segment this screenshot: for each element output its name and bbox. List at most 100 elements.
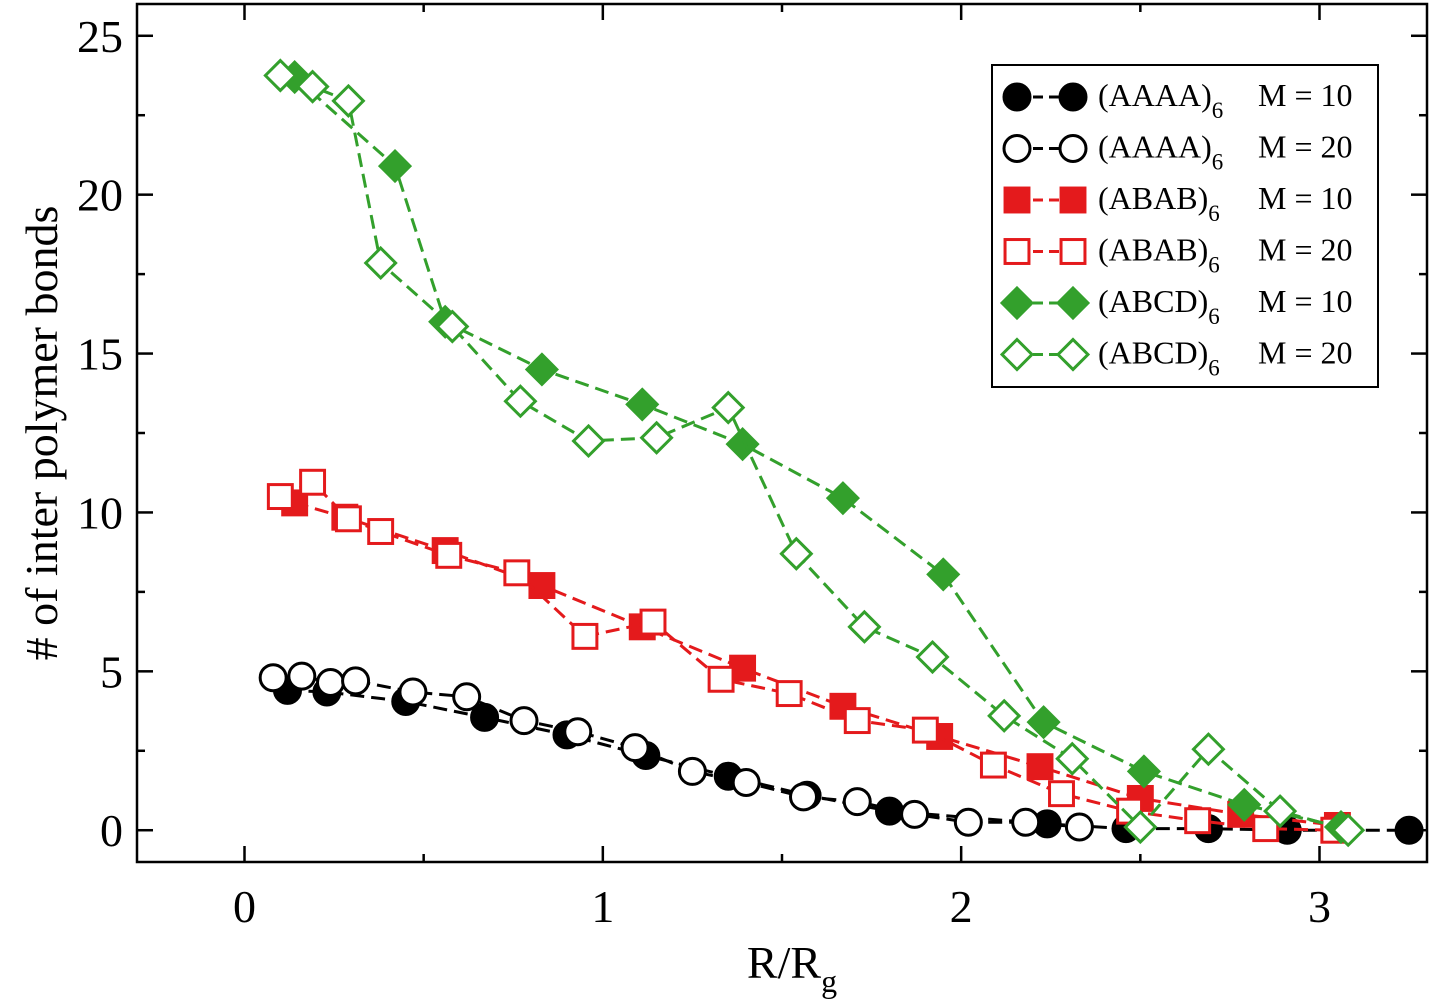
legend-label: (ABAB)6 M = 20	[1098, 232, 1353, 278]
data-point	[503, 384, 538, 419]
data-point	[825, 481, 860, 516]
legend-label: (AAAA)6 M = 20	[1098, 129, 1353, 175]
legend-entry-1: (AAAA)6 M = 20	[1002, 129, 1353, 175]
y-axis-title: # of inter polymer bonds	[16, 206, 67, 661]
data-point	[1123, 809, 1158, 845]
data-point	[258, 663, 288, 693]
legend-label-subscript: 6	[1208, 201, 1220, 226]
data-point	[1252, 815, 1280, 843]
data-point	[266, 483, 294, 511]
data-point	[1026, 753, 1054, 781]
data-point	[1263, 794, 1298, 829]
data-point	[1026, 705, 1061, 740]
legend-marker	[1002, 82, 1032, 112]
data-point	[639, 420, 674, 455]
data-point	[363, 245, 398, 281]
legend-label-subscript: 6	[1208, 356, 1220, 381]
data-point	[367, 518, 395, 545]
data-point	[979, 751, 1007, 779]
x-axis-title-subscript: g	[821, 963, 837, 999]
legend-entry-4: (ABCD)6 M = 10	[999, 283, 1353, 329]
legend-label: (AAAA)6 M = 10	[1098, 77, 1353, 123]
axes-group: 0 1 2 3 0 5 10 15 20 25 R/Rg # of inter polymer bon…	[16, 4, 1427, 999]
legend-label-name: (AAAA)	[1098, 129, 1212, 165]
data-point	[1191, 732, 1226, 767]
data-point	[1064, 812, 1094, 842]
x-tick-label: 2	[950, 881, 973, 932]
data-point	[620, 733, 650, 763]
y-tick-label: 0	[100, 805, 123, 856]
y-tick-label: 25	[77, 11, 123, 62]
legend-label-suffix: M = 10	[1258, 77, 1353, 113]
series-line-3	[279, 480, 1334, 832]
data-point	[711, 390, 746, 425]
data-point	[435, 541, 463, 569]
legend-label-suffix: M = 10	[1258, 283, 1353, 319]
data-point	[341, 666, 371, 696]
legend-marker	[1002, 134, 1032, 163]
legend-label-name: (ABCD)	[1098, 335, 1208, 371]
data-point	[725, 427, 760, 462]
data-point	[524, 352, 559, 387]
data-point	[1048, 780, 1075, 808]
legend-label-suffix: M = 20	[1258, 335, 1353, 371]
data-point	[1011, 807, 1041, 837]
y-tick-label: 15	[77, 329, 123, 380]
data-point	[287, 661, 317, 691]
legend-entry-0: (AAAA)6 M = 10	[1002, 77, 1353, 123]
legend-marker	[1003, 238, 1031, 265]
series-3	[266, 468, 1348, 844]
y-tick-label: 10	[77, 487, 123, 538]
legend-label: (ABCD)6 M = 20	[1098, 335, 1353, 381]
legend-label-subscript: 6	[1212, 150, 1224, 175]
legend-marker	[999, 285, 1035, 321]
data-point	[1055, 741, 1090, 776]
legend-label-name: (AAAA)	[1098, 77, 1212, 113]
legend-box	[991, 64, 1379, 388]
data-point	[677, 756, 707, 786]
data-point	[707, 665, 735, 693]
legend-label-name: (ABCD)	[1098, 283, 1208, 319]
legend-marker	[1003, 186, 1031, 214]
data-point	[334, 505, 362, 533]
legend-entry-3: (ABAB)6 M = 20	[1003, 232, 1353, 278]
series-line-5	[279, 74, 1349, 832]
data-point	[295, 69, 330, 104]
series-line-4	[293, 75, 1342, 829]
series-5	[263, 58, 1366, 848]
data-point	[953, 807, 983, 837]
x-axis-title-main: R/R	[747, 937, 821, 988]
data-point	[331, 83, 366, 118]
data-point	[1184, 807, 1212, 835]
data-point	[435, 309, 470, 344]
legend-marker	[1059, 186, 1087, 214]
data-point	[900, 799, 930, 829]
data-point	[875, 796, 904, 826]
legend-label-name: (ABAB)	[1098, 232, 1208, 268]
x-tick-label: 1	[591, 881, 614, 932]
data-point	[847, 609, 882, 644]
legend-label: (ABAB)6 M = 10	[1098, 180, 1353, 226]
legend-marker	[1058, 82, 1088, 112]
data-point	[843, 707, 871, 735]
data-point	[377, 148, 413, 184]
data-point	[775, 680, 803, 708]
x-tick-label: 0	[233, 881, 256, 932]
data-point	[639, 608, 667, 636]
data-point	[926, 557, 961, 592]
legend-label-suffix: M = 10	[1258, 180, 1353, 216]
data-point	[1126, 754, 1161, 789]
series-1	[258, 661, 1094, 842]
data-point	[299, 468, 327, 496]
data-point	[503, 559, 531, 587]
data-point	[789, 782, 818, 812]
legend-entry-2: (ABAB)6 M = 10	[1003, 180, 1353, 226]
data-point	[987, 698, 1022, 733]
series-group	[258, 58, 1424, 848]
legend-label-suffix: M = 20	[1258, 129, 1353, 165]
legend-label: (ABCD)6 M = 10	[1098, 283, 1353, 329]
y-tick-label: 20	[77, 170, 123, 221]
data-point	[571, 622, 599, 650]
legend-marker	[1055, 337, 1091, 372]
legend: (AAAA)6 M = 10(AAAA)6 M = 20(ABAB)6 M = 10(…	[991, 64, 1379, 388]
